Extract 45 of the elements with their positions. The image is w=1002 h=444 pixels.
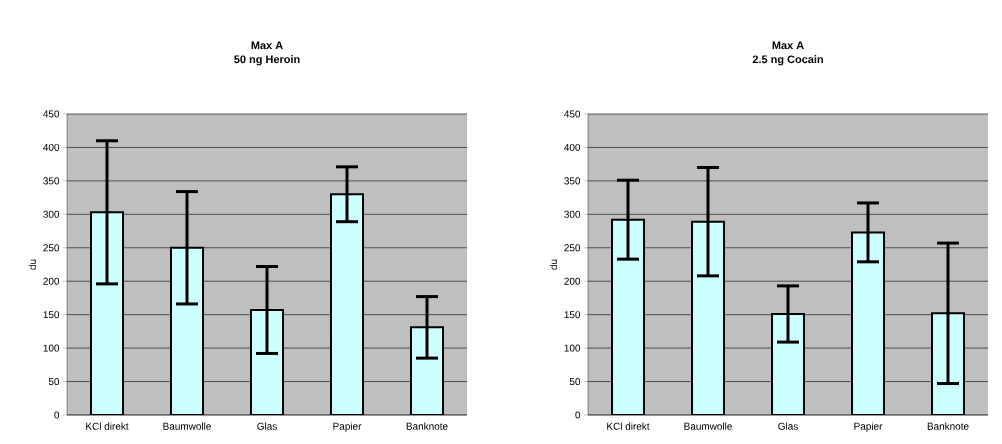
x-tick-label: KCl direkt	[86, 422, 129, 430]
y-tick-label: 100	[564, 344, 581, 352]
x-tick-label: KCl direkt	[607, 422, 650, 430]
chart-title: Max A	[772, 41, 804, 50]
y-tick-label: 150	[43, 311, 60, 319]
y-tick-label: 350	[564, 177, 581, 185]
chart-title: Max A	[251, 41, 283, 50]
y-tick-label: 450	[564, 110, 581, 118]
y-tick-label: 200	[564, 277, 581, 285]
y-tick-label: 0	[54, 411, 60, 419]
y-tick-label: 150	[564, 311, 581, 319]
x-tick-label: Papier	[333, 422, 362, 432]
y-tick-label: 50	[569, 378, 581, 386]
x-tick-label: Banknote	[406, 422, 448, 430]
bar	[691, 220, 726, 415]
bar	[771, 312, 806, 415]
y-tick-label: 200	[43, 277, 60, 285]
y-tick-label: 250	[43, 244, 60, 252]
chart-subtitle: 50 ng Heroin	[234, 55, 300, 66]
bar	[90, 211, 125, 415]
bar	[330, 193, 365, 415]
y-tick-label: 0	[575, 411, 581, 419]
x-tick-label: Baumwolle	[684, 422, 732, 430]
y-tick-label: 350	[43, 177, 60, 185]
y-tick-label: 300	[564, 210, 581, 218]
bar	[410, 326, 445, 415]
y-tick-label: 100	[43, 344, 60, 352]
x-tick-label: Glas	[257, 422, 277, 430]
y-tick-label: 450	[43, 110, 60, 118]
y-tick-label: 400	[564, 143, 581, 151]
x-tick-label: Papier	[854, 422, 883, 432]
x-tick-label: Baumwolle	[163, 422, 211, 430]
y-tick-label: 50	[48, 378, 60, 386]
x-tick-label: Glas	[778, 422, 798, 430]
y-tick-label: 400	[43, 143, 60, 151]
bar	[611, 218, 646, 415]
bar	[170, 246, 205, 415]
bar	[851, 231, 886, 415]
y-axis-title: du	[549, 259, 558, 270]
y-tick-label: 300	[43, 210, 60, 218]
bar	[250, 308, 285, 415]
y-tick-label: 250	[564, 244, 581, 252]
chart-subtitle: 2.5 ng Cocain	[752, 55, 823, 66]
x-tick-label: Banknote	[927, 422, 969, 430]
y-axis-title: du	[28, 259, 37, 270]
